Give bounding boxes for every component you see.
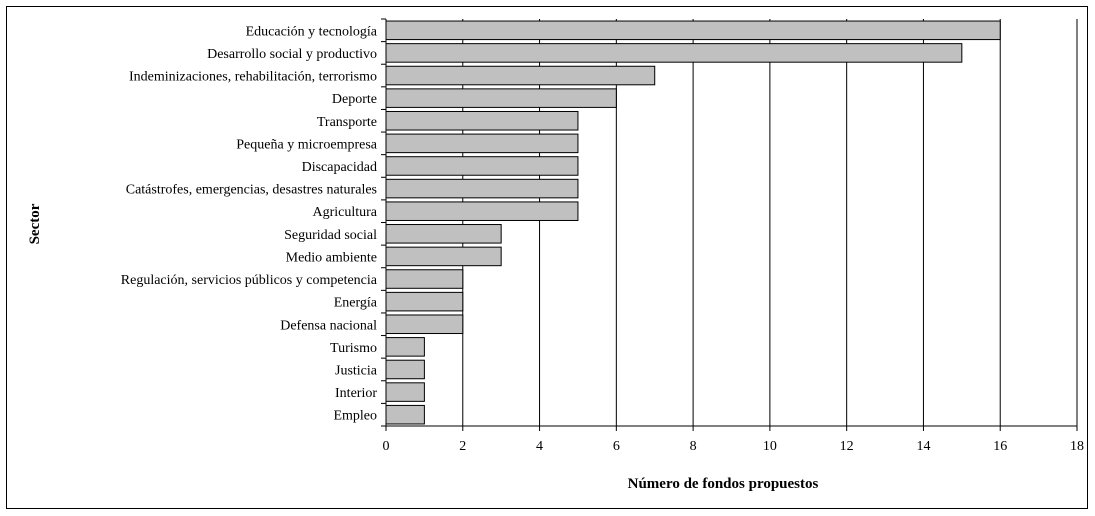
bar	[385, 359, 425, 380]
bar	[385, 291, 464, 312]
chart-frame: 0 2 4 6 8 10 12 14 16 18 Educación y tecnología De…	[6, 6, 1088, 509]
category-label: Medio ambiente	[286, 250, 377, 265]
category-label: Justicia	[335, 363, 378, 378]
bar	[385, 201, 579, 221]
category-label: Educación y tecnología	[246, 24, 378, 39]
category-label: Deporte	[332, 92, 377, 107]
category-labels: Educación y tecnología Desarrollo social …	[121, 24, 378, 423]
x-tick-label: 18	[1070, 439, 1084, 454]
bar-chart: 0 2 4 6 8 10 12 14 16 18 Educación y tecnología De…	[27, 18, 1084, 492]
bar	[385, 133, 579, 154]
bar	[385, 404, 425, 425]
x-tick-label: 12	[840, 439, 854, 454]
bar	[385, 156, 579, 176]
x-tick-label: 6	[613, 439, 620, 454]
bar	[385, 88, 617, 108]
x-tick-label: 2	[459, 439, 466, 454]
axes: 0 2 4 6 8 10 12 14 16 18	[381, 18, 1084, 454]
category-label: Seguridad social	[284, 228, 377, 243]
bar	[385, 382, 425, 402]
category-label: Pequeña y microempresa	[236, 137, 378, 152]
category-label: Empleo	[333, 409, 377, 424]
x-tick-label: 10	[763, 439, 777, 454]
x-axis-title: Número de fondos propuestos	[628, 476, 819, 492]
x-tick-label: 4	[536, 439, 543, 454]
bar	[385, 269, 464, 289]
category-label: Discapacidad	[302, 160, 377, 175]
x-tick-label: 14	[916, 439, 930, 454]
category-label: Turismo	[330, 341, 377, 356]
bar	[385, 43, 963, 63]
category-label: Defensa nacional	[280, 318, 377, 333]
x-tick-label: 16	[993, 439, 1007, 454]
gridlines	[462, 19, 1078, 426]
bar	[385, 20, 1001, 41]
category-label: Agricultura	[312, 205, 377, 220]
x-tick-label: 8	[690, 439, 697, 454]
category-label: Interior	[335, 386, 377, 401]
bar	[385, 178, 579, 199]
category-label: Transporte	[317, 115, 377, 130]
bar	[385, 246, 502, 267]
y-axis-title: Sector	[27, 203, 43, 244]
bar	[385, 110, 579, 131]
category-label: Energía	[334, 296, 378, 311]
bar	[385, 65, 656, 86]
bar	[385, 337, 425, 357]
bar	[385, 224, 502, 244]
category-label: Catástrofes, emergencias, desastres natu…	[126, 183, 377, 198]
category-label: Indeminizaciones, rehabilitación, terror…	[129, 70, 377, 85]
bar	[385, 314, 464, 335]
category-label: Regulación, servicios públicos y compete…	[121, 273, 378, 288]
category-label: Desarrollo social y productivo	[207, 47, 377, 62]
x-tick-label: 0	[383, 439, 390, 454]
